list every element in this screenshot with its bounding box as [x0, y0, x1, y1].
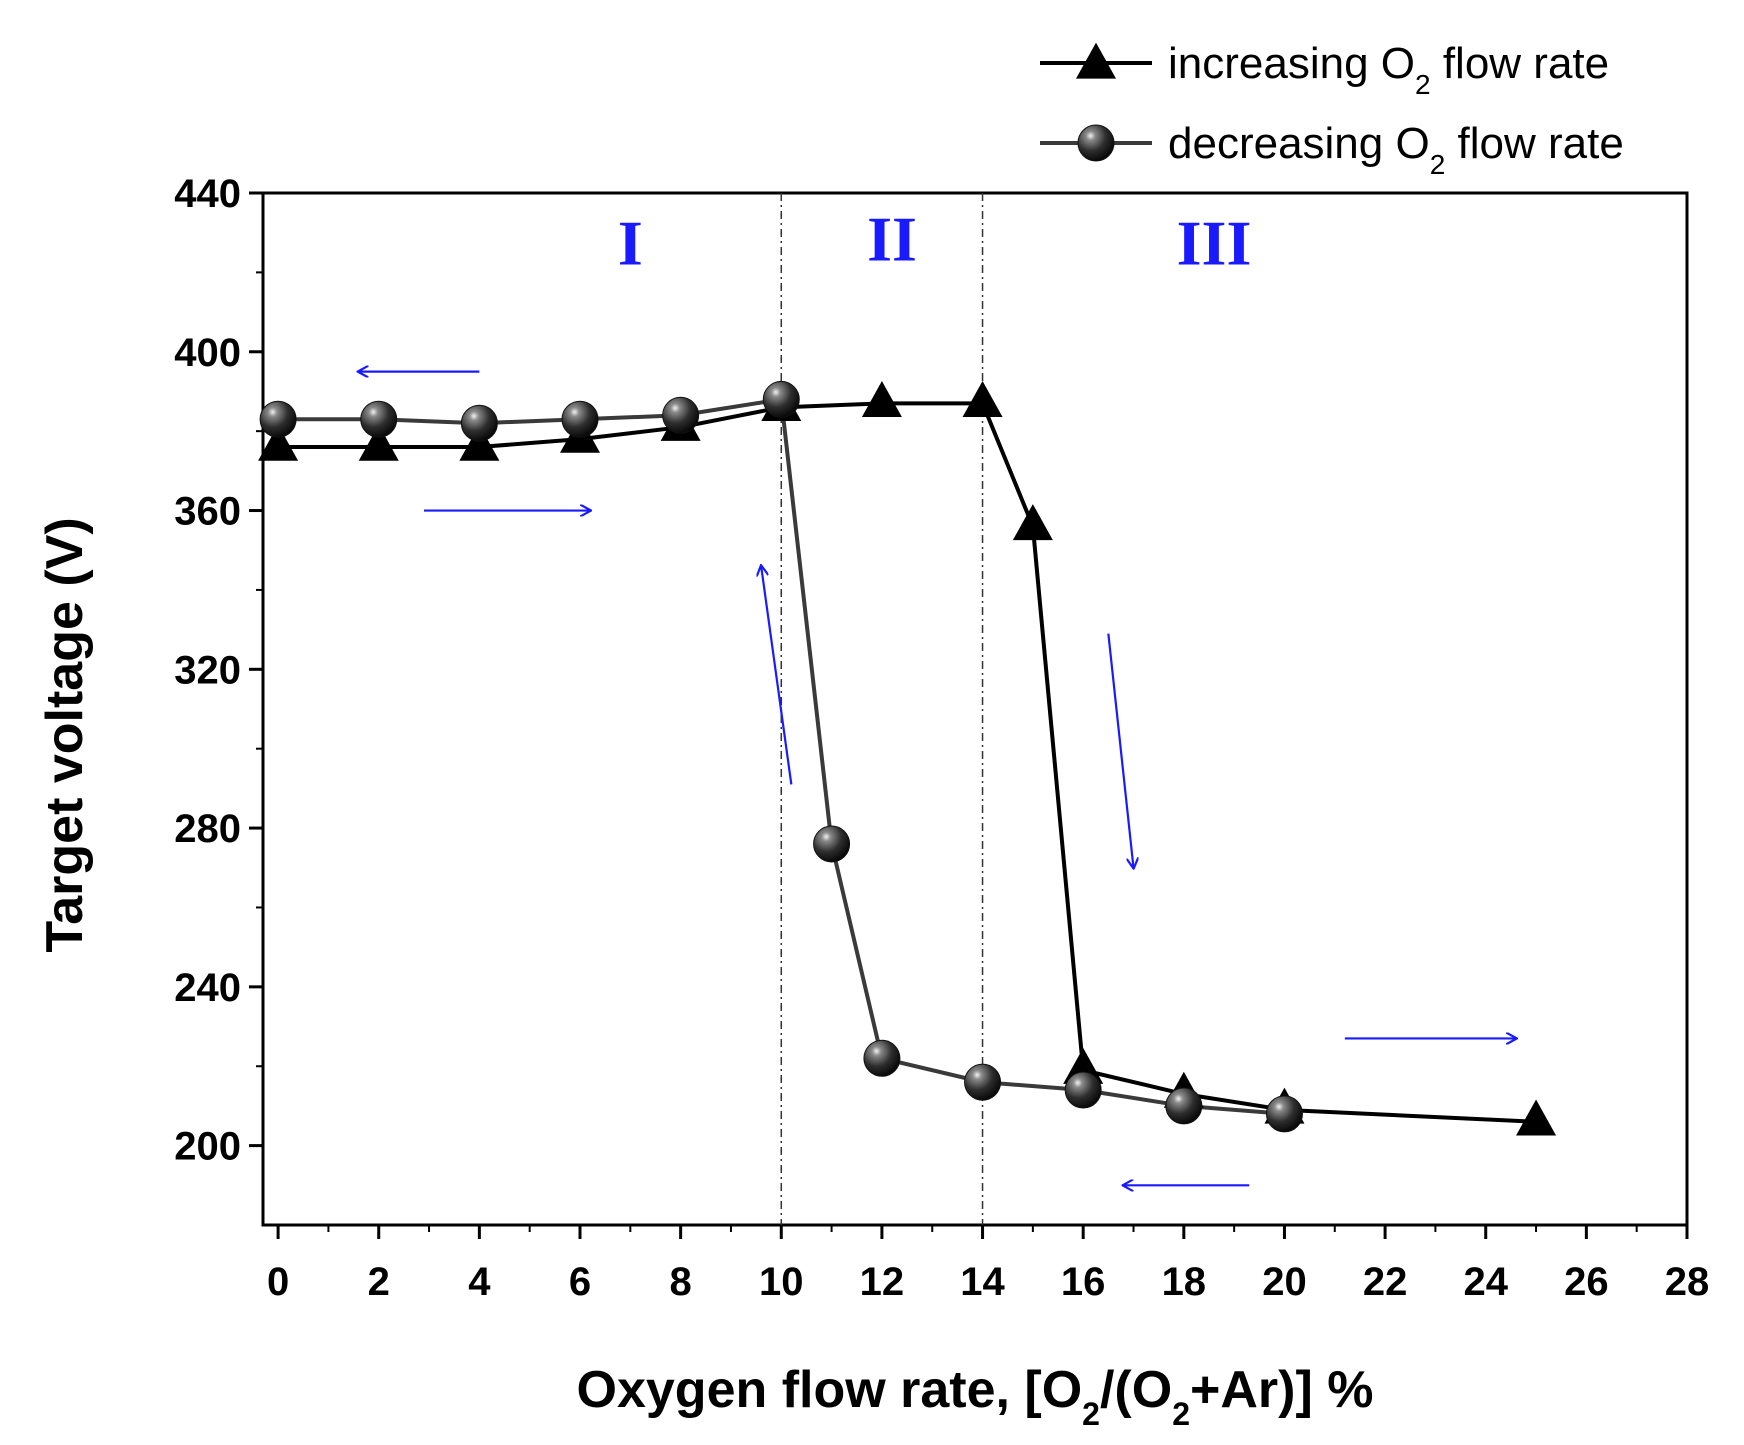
triangle-marker [1012, 504, 1053, 541]
sphere-marker [259, 400, 297, 438]
legend-marker-1 [1077, 124, 1115, 162]
legend-marker-0 [1076, 42, 1116, 79]
series-lines [278, 397, 1537, 1124]
sphere-marker [460, 404, 498, 442]
x-tick-label: 4 [468, 1260, 491, 1304]
axis-ticks: 0 2 4 6 8 10 12 14 16 18 20 22 24 26 28200240280320360… [174, 172, 1709, 1304]
triangle-marker [861, 381, 902, 418]
y-tick-label: 440 [174, 172, 241, 216]
region-label-I: I [618, 207, 643, 278]
triangle-marker [258, 424, 299, 461]
direction-arrow-2 [761, 566, 793, 785]
y-tick-label: 320 [174, 648, 241, 692]
x-tick-label: 20 [1262, 1260, 1307, 1304]
sphere-marker [813, 825, 851, 863]
y-tick-label: 360 [174, 490, 241, 534]
sphere-marker [863, 1039, 901, 1077]
x-tick-label: 12 [860, 1260, 905, 1304]
legend: increasing O2 flow rate decreasing O2 flo… [1040, 39, 1624, 180]
sphere-marker [662, 396, 700, 434]
x-tick-label: 28 [1665, 1260, 1710, 1304]
triangle-marker [459, 424, 500, 461]
x-axis-title: Oxygen flow rate, [O2/(O2+Ar)] % [577, 1361, 1374, 1432]
x-tick-label: 6 [569, 1260, 591, 1304]
series-markers [258, 380, 1557, 1136]
direction-arrow-3 [1107, 633, 1133, 868]
triangle-marker [358, 424, 399, 461]
region-label-III: III [1177, 207, 1252, 278]
triangle-marker [962, 381, 1003, 418]
x-tick-label: 16 [1061, 1260, 1106, 1304]
y-tick-label: 200 [174, 1125, 241, 1169]
sphere-marker [1064, 1071, 1102, 1109]
sphere-marker [964, 1063, 1002, 1101]
triangle-marker [1516, 1099, 1557, 1136]
plot-frame [261, 191, 1689, 1227]
sphere-marker [1165, 1087, 1203, 1125]
x-tick-label: 26 [1564, 1260, 1609, 1304]
sphere-marker [360, 400, 398, 438]
sphere-marker [762, 380, 800, 418]
x-tick-label: 18 [1162, 1260, 1207, 1304]
annotations: I II III [359, 203, 1516, 1185]
x-tick-label: 22 [1363, 1260, 1408, 1304]
legend-label-1: decreasing O2 flow rate [1168, 119, 1624, 180]
y-tick-label: 240 [174, 966, 241, 1010]
x-tick-label: 24 [1463, 1260, 1508, 1304]
region-label-II: II [867, 203, 917, 274]
y-axis-title: Target voltage (V) [36, 517, 94, 952]
x-tick-label: 8 [670, 1260, 692, 1304]
y-tick-label: 280 [174, 807, 241, 851]
legend-label-0: increasing O2 flow rate [1168, 39, 1609, 100]
sphere-marker [1265, 1095, 1303, 1133]
x-tick-label: 0 [267, 1260, 289, 1304]
y-tick-label: 400 [174, 331, 241, 375]
x-tick-label: 2 [368, 1260, 390, 1304]
x-tick-label: 14 [960, 1260, 1005, 1304]
sphere-marker [561, 400, 599, 438]
x-tick-label: 10 [759, 1260, 804, 1304]
